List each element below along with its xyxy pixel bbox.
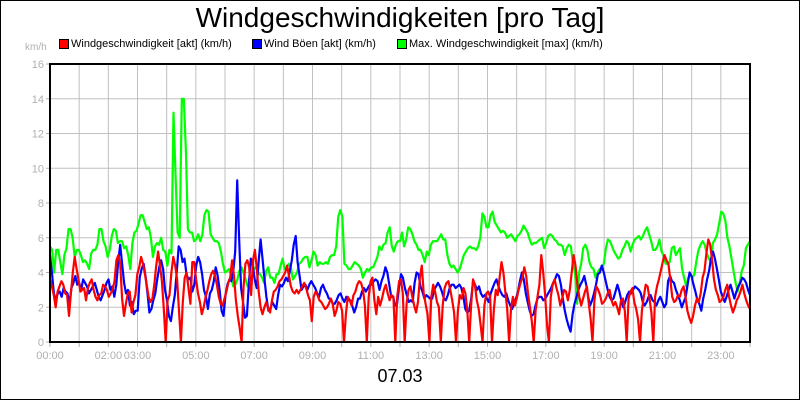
x-tick-label: 00:00: [36, 350, 64, 362]
legend-swatch-green: [397, 39, 407, 49]
y-tick-label: 4: [38, 268, 44, 280]
y-axis-unit-label: km/h: [25, 42, 47, 53]
x-tick-label: 09:00: [299, 350, 327, 362]
series-line: [49, 97, 751, 305]
x-tick-label: 07:00: [240, 350, 268, 362]
series-line: [48, 238, 751, 344]
y-tick-label: 0: [38, 337, 44, 349]
y-tick-label: 8: [38, 198, 44, 210]
legend-swatch-red: [59, 39, 69, 49]
x-tick-label: 17:00: [532, 350, 560, 362]
data-series: [48, 97, 752, 344]
legend-label: Windgeschwindigkeit [akt] (km/h): [71, 38, 232, 50]
x-tick-label: 15:00: [474, 350, 502, 362]
x-tick-label: 11:00: [357, 350, 384, 362]
legend-label: Max. Windgeschwindigkeit [max] (km/h): [409, 38, 603, 50]
plot-border: [49, 63, 751, 343]
y-tick-label: 16: [32, 59, 44, 71]
date-label: 07.03: [377, 366, 423, 386]
y-axis: 0 2 4 6 8 10 12 14 16: [32, 59, 50, 349]
y-tick-label: 2: [38, 302, 44, 314]
x-tick-label: 23:00: [707, 350, 735, 362]
legend-item-max-wind: Max. Windgeschwindigkeit [max] (km/h): [397, 38, 603, 50]
chart-title: Windgeschwindigkeiten [pro Tag]: [195, 2, 605, 33]
y-tick-label: 12: [32, 129, 44, 141]
x-tick-label: 03:00: [124, 350, 152, 362]
x-tick-label: 13:00: [415, 350, 443, 362]
legend-swatch-blue: [252, 39, 262, 49]
x-tick-label: 05:00: [182, 350, 210, 362]
legend-label: Wind Böen [akt] (km/h): [264, 38, 376, 50]
y-tick-label: 14: [32, 94, 44, 106]
x-tick-label: 19:00: [590, 350, 618, 362]
x-tick-label: 02:00: [95, 350, 123, 362]
legend-item-gusts: Wind Böen [akt] (km/h): [252, 38, 376, 50]
grid-lines: [50, 64, 750, 342]
y-tick-label: 6: [38, 233, 44, 245]
x-axis: 00:00 02:00 03:00 05:00 07:00 09:00 11:00 13:00…: [36, 342, 751, 362]
x-tick-label: 21:00: [649, 350, 677, 362]
legend-item-wind-speed: Windgeschwindigkeit [akt] (km/h): [59, 38, 232, 50]
y-tick-label: 10: [32, 163, 44, 175]
